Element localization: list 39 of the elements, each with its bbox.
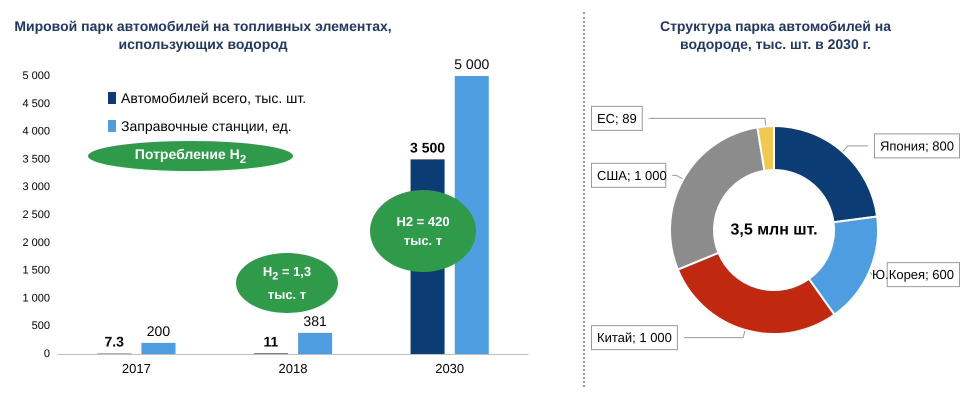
y-tick-label: 4 500 [22,98,50,110]
annotation: H2 = 420 тыс. т [396,212,450,250]
y-tick-label: 4 000 [22,126,50,138]
annotation: H$_{2}$ = 1,3 тыс. т [262,262,312,304]
x-tick-label: 2018 [278,361,308,376]
y-tick-label: 3 500 [22,153,50,166]
data-label: 200 [146,322,170,339]
y-tick-label: 1 000 [22,292,50,304]
legend-label: Заправочные станции, ед. [121,118,292,134]
bar [454,76,489,354]
slice-label: США; 1 000 [597,168,667,183]
x-tick-label: 2017 [122,361,151,376]
slice-label: Ю.Корея; 600 [872,267,954,282]
y-tick-label: 500 [32,320,50,332]
slice-label: Япония; 800 [880,138,954,154]
ellipse-badge: H2 = 420 тыс. т [370,190,476,272]
y-tick-label: 3 000 [22,181,50,194]
data-label: 7.3 [104,334,124,350]
y-tick-label: 2 000 [22,236,50,249]
y-tick-label: 0 [44,348,50,360]
ellipse-badge: H$_{2}$ = 1,3 тыс. т [236,253,338,313]
data-label: 381 [303,312,327,329]
slice-label: ЕС; 89 [597,110,637,126]
chart-title: Мировой парк автомобилей на топливных элементах, использующих водород [14,18,392,52]
y-tick-label: 5 000 [22,70,50,82]
legend-label: Автомобилей всего, тыс. шт. [121,90,306,106]
y-tick-label: 2 500 [22,209,50,221]
y-tick-label: 1 500 [22,264,50,277]
data-label: 3 500 [410,139,446,156]
data-label: 11 [263,333,279,350]
slice-label: Китай; 1 000 [597,330,672,346]
bar [298,332,332,354]
chart-title: Структура парка автомобилей на водороде, тыс. шт. в 2030 г. [660,18,892,52]
annotation: Потребление H$_{2}$ [134,144,246,168]
data-label: 5 000 [454,56,490,72]
ellipse-badge: Потребление H$_{2}$ [88,141,293,171]
text: 3,5 млн шт. [730,222,818,238]
x-tick-label: 2030 [435,361,464,376]
bar [141,342,176,354]
